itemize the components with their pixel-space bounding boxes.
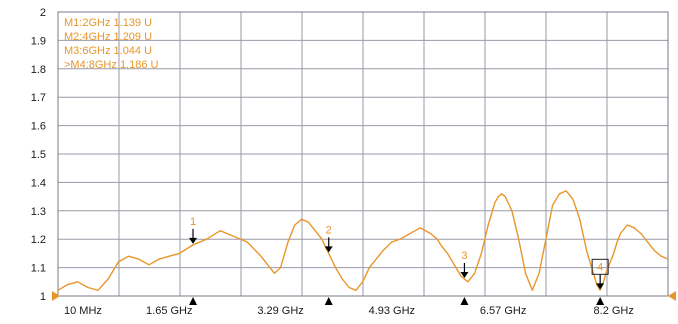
- x-axis-ticks: 10 MHz 1.65 GHz 3.29 GHz 4.93 GHz 6.57 GHz 8.…: [64, 305, 634, 317]
- marker-readout-line: M3:6GHz 1.044 U: [64, 45, 152, 57]
- marker-readout-label: >M4:8GHz: [64, 59, 120, 71]
- marker-2-axis-triangle[interactable]: [324, 297, 333, 305]
- y-tick-label: 1.4: [31, 177, 46, 189]
- marker-1-axis-triangle[interactable]: [189, 297, 198, 305]
- marker-readout: M1:2GHz 1.139 UM2:4GHz 1.209 UM3:6GHz 1.…: [64, 17, 159, 71]
- x-tick-label: 8.2 GHz: [594, 305, 634, 317]
- y-tick-label: 1.9: [31, 35, 46, 47]
- marker-readout-value: 1.044: [114, 45, 142, 57]
- y-tick-label: 1.7: [31, 92, 46, 104]
- markers: 1 2 3 4: [189, 216, 609, 290]
- left-reference-icon[interactable]: [52, 291, 60, 301]
- marker-readout-unit: U: [141, 45, 152, 57]
- marker-2-number: 2: [326, 224, 332, 236]
- y-tick-label: 1.8: [31, 64, 46, 76]
- y-tick-label: 1.3: [31, 206, 46, 218]
- trace: [57, 190, 669, 291]
- marker-3-axis-triangle[interactable]: [460, 297, 469, 305]
- y-tick-label: 1.5: [31, 149, 46, 161]
- marker-readout-line: M2:4GHz 1.209 U: [64, 31, 152, 43]
- marker-3-arrow-head[interactable]: [460, 271, 469, 278]
- y-axis-ticks: 1 1.1 1.2 1.3 1.4 1.5 1.6 1.7 1.8 1.9 2: [31, 7, 46, 303]
- trace-line: [57, 190, 669, 291]
- x-tick-label: 6.57 GHz: [480, 305, 526, 317]
- marker-4-axis-triangle[interactable]: [596, 297, 605, 305]
- marker-readout-line: >M4:8GHz 1.186 U: [64, 59, 159, 71]
- y-tick-label: 1.6: [31, 121, 46, 133]
- marker-readout-value: 1.139: [114, 17, 142, 29]
- y-tick-label: 2: [40, 7, 46, 19]
- grid: [57, 11, 669, 297]
- y-tick-label: 1: [40, 291, 46, 303]
- marker-4-number: 4: [597, 261, 603, 273]
- marker-3-number: 3: [461, 250, 467, 262]
- marker-readout-label: M3:6GHz: [64, 45, 114, 57]
- x-tick-label: 3.29 GHz: [257, 305, 303, 317]
- y-tick-label: 1.1: [31, 263, 46, 275]
- marker-1-number: 1: [190, 216, 196, 228]
- marker-readout-unit: U: [141, 31, 152, 43]
- reference-indicators: [52, 291, 676, 305]
- x-tick-label: 10 MHz: [64, 305, 102, 317]
- x-tick-label: 4.93 GHz: [369, 305, 415, 317]
- marker-readout-label: M1:2GHz: [64, 17, 114, 29]
- marker-4-arrow-head[interactable]: [596, 283, 605, 290]
- right-reference-icon[interactable]: [668, 291, 676, 301]
- marker-2-arrow-head[interactable]: [324, 246, 333, 253]
- marker-readout-line: M1:2GHz 1.139 U: [64, 17, 152, 29]
- y-tick-label: 1.2: [31, 234, 46, 246]
- marker-readout-value: 1.209: [114, 31, 142, 43]
- marker-readout-unit: U: [141, 17, 152, 29]
- marker-4-active-box: [591, 258, 609, 275]
- plot-frame: [57, 11, 669, 297]
- marker-readout-value: 1.186: [120, 59, 148, 71]
- marker-1-arrow-head[interactable]: [189, 237, 198, 244]
- marker-readout-label: M2:4GHz: [64, 31, 114, 43]
- marker-readout-unit: U: [147, 59, 158, 71]
- x-tick-label: 1.65 GHz: [146, 305, 192, 317]
